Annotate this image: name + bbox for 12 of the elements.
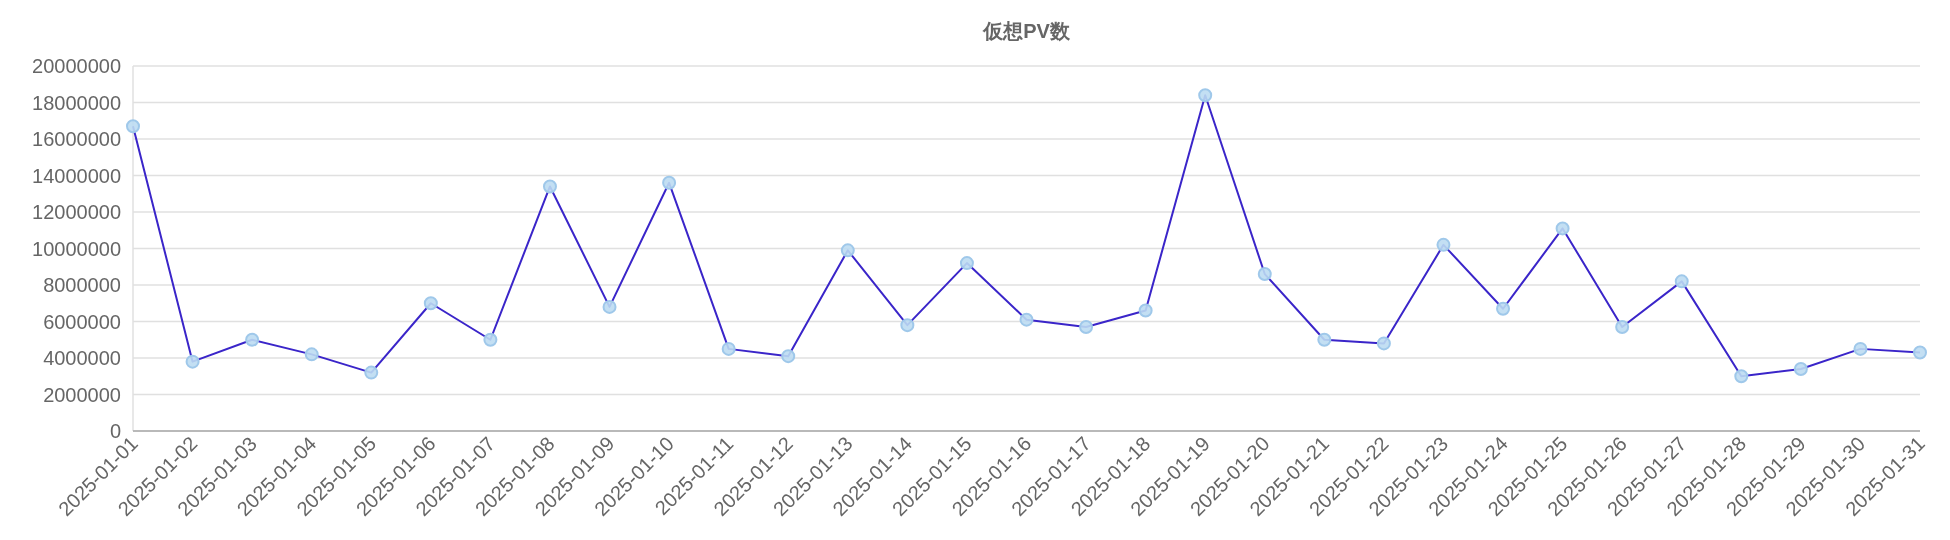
- y-tick-label: 2000000: [43, 383, 121, 406]
- y-tick-label: 16000000: [32, 128, 121, 150]
- y-tick-label: 10000000: [32, 237, 121, 260]
- y-tick-label: 12000000: [32, 201, 121, 223]
- y-tick-label: 14000000: [32, 164, 121, 187]
- y-tick-label: 20000000: [32, 55, 121, 77]
- y-tick-label: 8000000: [43, 274, 121, 296]
- chart-title: 仮想PV数: [982, 20, 1071, 42]
- y-tick-label: 6000000: [43, 310, 121, 333]
- y-tick-label: 18000000: [32, 91, 121, 114]
- y-tick-label: 0: [109, 420, 121, 442]
- y-tick-label: 4000000: [43, 347, 121, 369]
